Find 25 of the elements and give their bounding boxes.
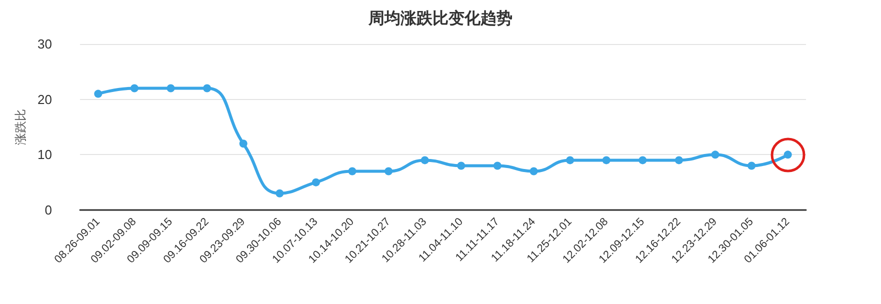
point [638,156,647,164]
point [384,167,393,176]
point [748,162,756,170]
chart-title: 周均涨跌比变化趋势 [368,10,512,28]
point [348,167,356,176]
point [493,162,502,170]
y-tick-label: 30 [38,36,52,52]
y-tick-label: 10 [38,147,52,162]
y-tick-label: 20 [38,92,52,107]
y-tick-label: 0 [44,202,52,218]
point [530,167,538,176]
point [130,84,138,92]
point [566,156,574,164]
point [674,156,683,164]
point [602,156,610,164]
point [203,84,212,92]
point [457,162,466,170]
y-axis-title: 涨跌比 [14,109,28,145]
point [94,90,102,98]
point [276,189,284,198]
point [420,156,429,164]
point [711,150,720,159]
point [166,84,175,92]
point [312,178,320,186]
point [239,140,248,148]
